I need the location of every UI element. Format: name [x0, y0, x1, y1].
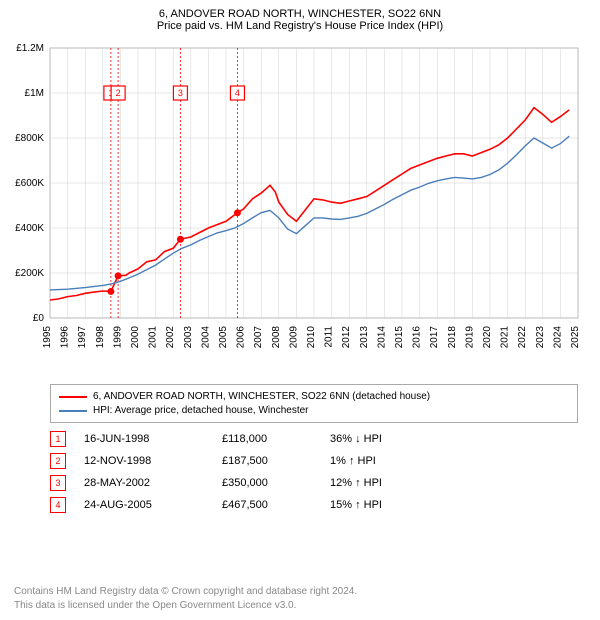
svg-text:2006: 2006 — [236, 326, 247, 349]
svg-text:1995: 1995 — [42, 326, 53, 349]
tx-pct: 12% ↑ HPI — [330, 477, 440, 489]
svg-text:2025: 2025 — [570, 326, 581, 349]
chart-titles: 6, ANDOVER ROAD NORTH, WINCHESTER, SO22 … — [0, 0, 600, 38]
svg-text:2022: 2022 — [517, 326, 528, 349]
svg-text:2012: 2012 — [341, 326, 352, 349]
svg-text:£400K: £400K — [15, 223, 44, 234]
svg-text:2008: 2008 — [271, 326, 282, 349]
chart-svg: £0 £200K £400K £600K £800K £1M £1.2M 1995 1996 19… — [0, 38, 600, 378]
price-chart: £0 £200K £400K £600K £800K £1M £1.2M 1995 1996 19… — [0, 38, 600, 378]
legend: 6, ANDOVER ROAD NORTH, WINCHESTER, SO22 … — [50, 384, 578, 423]
svg-text:2014: 2014 — [376, 326, 387, 349]
footer-line-2: This data is licensed under the Open Gov… — [14, 599, 357, 613]
svg-text:2007: 2007 — [253, 326, 264, 349]
tx-marker: 2 — [50, 453, 66, 469]
svg-text:2: 2 — [116, 88, 121, 98]
tx-price: £350,000 — [222, 477, 312, 489]
tx-date: 16-JUN-1998 — [84, 433, 204, 445]
svg-text:£800K: £800K — [15, 133, 44, 144]
svg-text:£600K: £600K — [15, 178, 44, 189]
table-row: 4 24-AUG-2005 £467,500 15% ↑ HPI — [50, 497, 578, 513]
svg-text:2013: 2013 — [359, 326, 370, 349]
svg-text:£1M: £1M — [25, 88, 44, 99]
svg-text:2024: 2024 — [552, 326, 563, 349]
svg-text:3: 3 — [178, 88, 183, 98]
svg-text:2004: 2004 — [200, 326, 211, 349]
tx-date: 28-MAY-2002 — [84, 477, 204, 489]
legend-swatch — [59, 410, 87, 412]
svg-text:2002: 2002 — [165, 326, 176, 349]
title-line-2: Price paid vs. HM Land Registry's House … — [0, 20, 600, 32]
tx-price: £118,000 — [222, 433, 312, 445]
table-row: 3 28-MAY-2002 £350,000 12% ↑ HPI — [50, 475, 578, 491]
table-row: 2 12-NOV-1998 £187,500 1% ↑ HPI — [50, 453, 578, 469]
svg-text:2003: 2003 — [183, 326, 194, 349]
table-row: 1 16-JUN-1998 £118,000 36% ↓ HPI — [50, 431, 578, 447]
tx-marker: 4 — [50, 497, 66, 513]
svg-text:2016: 2016 — [412, 326, 423, 349]
svg-text:£200K: £200K — [15, 268, 44, 279]
tx-marker: 1 — [50, 431, 66, 447]
legend-label: HPI: Average price, detached house, Winc… — [93, 405, 309, 416]
legend-item: HPI: Average price, detached house, Winc… — [59, 405, 569, 416]
transactions-table: 1 16-JUN-1998 £118,000 36% ↓ HPI 2 12-NO… — [50, 431, 578, 513]
title-line-1: 6, ANDOVER ROAD NORTH, WINCHESTER, SO22 … — [0, 8, 600, 20]
svg-text:2001: 2001 — [148, 326, 159, 349]
svg-text:2018: 2018 — [447, 326, 458, 349]
svg-text:1997: 1997 — [77, 326, 88, 349]
tx-marker: 3 — [50, 475, 66, 491]
svg-text:1999: 1999 — [112, 326, 123, 349]
legend-label: 6, ANDOVER ROAD NORTH, WINCHESTER, SO22 … — [93, 391, 430, 402]
svg-text:2019: 2019 — [464, 326, 475, 349]
tx-pct: 15% ↑ HPI — [330, 499, 440, 511]
tx-pct: 36% ↓ HPI — [330, 433, 440, 445]
legend-swatch — [59, 396, 87, 398]
svg-text:2015: 2015 — [394, 326, 405, 349]
svg-text:2000: 2000 — [130, 326, 141, 349]
svg-text:2021: 2021 — [500, 326, 511, 349]
svg-text:£1.2M: £1.2M — [16, 43, 44, 54]
svg-text:4: 4 — [235, 88, 240, 98]
svg-text:2017: 2017 — [429, 326, 440, 349]
tx-price: £187,500 — [222, 455, 312, 467]
tx-price: £467,500 — [222, 499, 312, 511]
svg-text:2011: 2011 — [324, 326, 335, 348]
svg-text:1998: 1998 — [95, 326, 106, 349]
footer-line-1: Contains HM Land Registry data © Crown c… — [14, 585, 357, 599]
legend-item: 6, ANDOVER ROAD NORTH, WINCHESTER, SO22 … — [59, 391, 569, 402]
svg-text:1996: 1996 — [60, 326, 71, 349]
tx-date: 24-AUG-2005 — [84, 499, 204, 511]
tx-pct: 1% ↑ HPI — [330, 455, 440, 467]
footer-attribution: Contains HM Land Registry data © Crown c… — [14, 585, 357, 612]
svg-text:2020: 2020 — [482, 326, 493, 349]
svg-text:£0: £0 — [33, 313, 45, 324]
svg-text:2009: 2009 — [288, 326, 299, 349]
svg-text:2010: 2010 — [306, 326, 317, 349]
svg-text:2023: 2023 — [535, 326, 546, 349]
svg-text:2005: 2005 — [218, 326, 229, 349]
tx-date: 12-NOV-1998 — [84, 455, 204, 467]
